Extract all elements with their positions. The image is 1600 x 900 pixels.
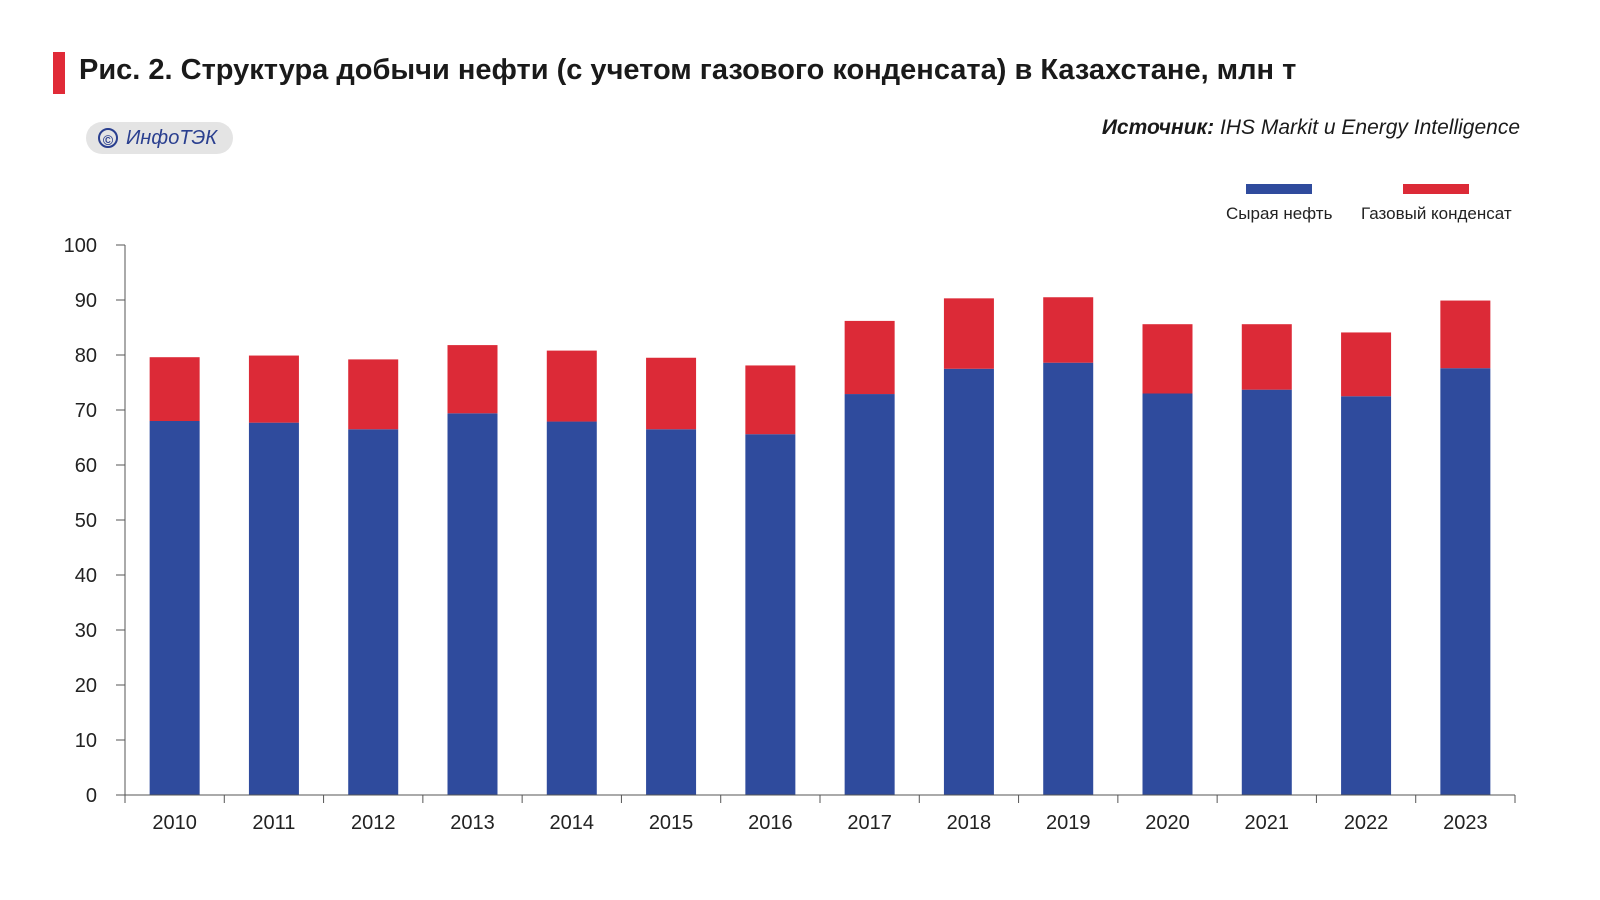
bar-crude-2023 [1440, 368, 1491, 795]
brand-name: ИнфоТЭК [126, 126, 218, 149]
y-tick-label: 90 [75, 290, 97, 312]
x-tick-label: 2018 [947, 812, 992, 834]
y-tick-label: 50 [75, 510, 97, 532]
y-tick-label: 20 [75, 675, 97, 697]
y-tick-label: 10 [75, 730, 97, 752]
x-tick-label: 2013 [450, 812, 495, 834]
y-tick-label: 80 [75, 345, 97, 367]
x-tick-label: 2021 [1245, 812, 1290, 834]
bar-crude-2022 [1341, 396, 1392, 795]
x-tick-label: 2023 [1443, 812, 1488, 834]
title-accent-bar [53, 52, 65, 94]
y-tick-label: 60 [75, 455, 97, 477]
bar-condensate-2015 [646, 357, 697, 430]
source-note: Источник: IHS Markit и Energy Intelligen… [1102, 116, 1520, 140]
source-label: Источник: [1101, 116, 1215, 139]
x-tick-label: 2017 [847, 812, 892, 834]
y-tick-label: 0 [86, 785, 97, 807]
bar-condensate-2016 [745, 365, 796, 435]
brand-badge: © ИнфоТЭК [86, 122, 234, 154]
bar-condensate-2017 [844, 320, 895, 395]
legend-item-crude: Сырая нефть [1226, 184, 1332, 224]
legend-label-crude: Сырая нефть [1226, 204, 1333, 223]
copyright-icon: © [98, 128, 118, 148]
x-tick-label: 2011 [252, 812, 295, 834]
bar-crude-2019 [1043, 362, 1094, 795]
y-tick-label: 100 [64, 235, 97, 257]
bar-crude-2010 [149, 421, 200, 795]
bar-condensate-2010 [149, 357, 200, 421]
bar-condensate-2021 [1241, 324, 1292, 390]
y-tick-label: 70 [75, 400, 97, 422]
bar-crude-2014 [546, 421, 597, 795]
bar-crude-2018 [943, 368, 994, 795]
legend-swatch-crude [1246, 184, 1313, 194]
source-text: IHS Markit и Energy Intelligence [1220, 116, 1520, 139]
y-tick-label: 40 [75, 565, 97, 587]
x-tick-label: 2015 [649, 812, 694, 834]
legend-item-condensate: Газовый конденсат [1361, 184, 1512, 224]
bar-condensate-2018 [943, 298, 994, 369]
legend-swatch-condensate [1403, 184, 1470, 194]
legend-label-condensate: Газовый конденсат [1361, 204, 1512, 223]
x-tick-label: 2019 [1046, 812, 1091, 834]
bar-crude-2013 [447, 413, 498, 795]
x-tick-label: 2012 [351, 812, 396, 834]
bar-crude-2011 [248, 422, 299, 795]
bar-condensate-2019 [1043, 297, 1094, 363]
x-tick-label: 2010 [152, 812, 197, 834]
x-tick-label: 2020 [1145, 812, 1190, 834]
bar-condensate-2011 [248, 355, 299, 423]
bar-condensate-2023 [1440, 300, 1491, 369]
bar-condensate-2022 [1341, 332, 1392, 397]
bar-condensate-2013 [447, 345, 498, 414]
chart-title: Рис. 2. Структура добычи нефти (с учетом… [79, 54, 1297, 86]
bar-condensate-2014 [546, 350, 597, 422]
x-tick-label: 2016 [748, 812, 793, 834]
x-tick-label: 2022 [1344, 812, 1389, 834]
bar-crude-2016 [745, 434, 796, 795]
bar-crude-2017 [844, 394, 895, 795]
bar-crude-2015 [646, 429, 697, 795]
bar-crude-2021 [1241, 389, 1292, 795]
bar-crude-2012 [348, 429, 399, 795]
bar-condensate-2012 [348, 359, 399, 430]
y-tick-label: 30 [75, 620, 97, 642]
bar-crude-2020 [1142, 393, 1193, 795]
x-tick-label: 2014 [550, 812, 595, 834]
bar-condensate-2020 [1142, 324, 1193, 394]
